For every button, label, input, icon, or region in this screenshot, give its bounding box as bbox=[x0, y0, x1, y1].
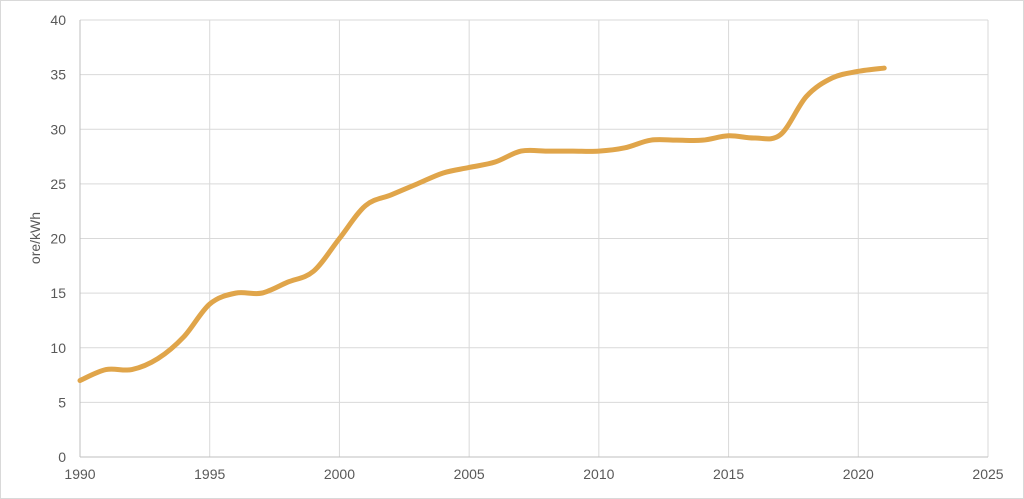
series-line bbox=[77, 65, 887, 384]
gridlines bbox=[80, 19, 989, 457]
x-tick-label: 1995 bbox=[194, 466, 225, 482]
y-tick-label: 20 bbox=[50, 231, 66, 247]
x-tick-label: 1990 bbox=[64, 466, 95, 482]
x-tick-label: 2020 bbox=[843, 466, 874, 482]
x-tick-label: 2015 bbox=[713, 466, 744, 482]
y-tick-label: 5 bbox=[58, 394, 66, 410]
y-tick-label: 10 bbox=[50, 340, 66, 356]
y-tick-label: 15 bbox=[50, 285, 66, 301]
x-tick-label: 2005 bbox=[454, 466, 485, 482]
y-tick-label: 0 bbox=[58, 449, 66, 465]
x-tick-label: 2010 bbox=[583, 466, 614, 482]
x-tick-label: 2000 bbox=[324, 466, 355, 482]
y-tick-label: 30 bbox=[50, 121, 66, 137]
y-tick-label: 25 bbox=[50, 176, 66, 192]
x-tick-label: 2025 bbox=[972, 466, 1003, 482]
y-axis-title: ore/kWh bbox=[27, 212, 43, 264]
axes bbox=[79, 20, 988, 458]
series-layer bbox=[77, 65, 887, 384]
y-tick-label: 40 bbox=[50, 12, 66, 28]
y-tick-label: 35 bbox=[50, 67, 66, 83]
